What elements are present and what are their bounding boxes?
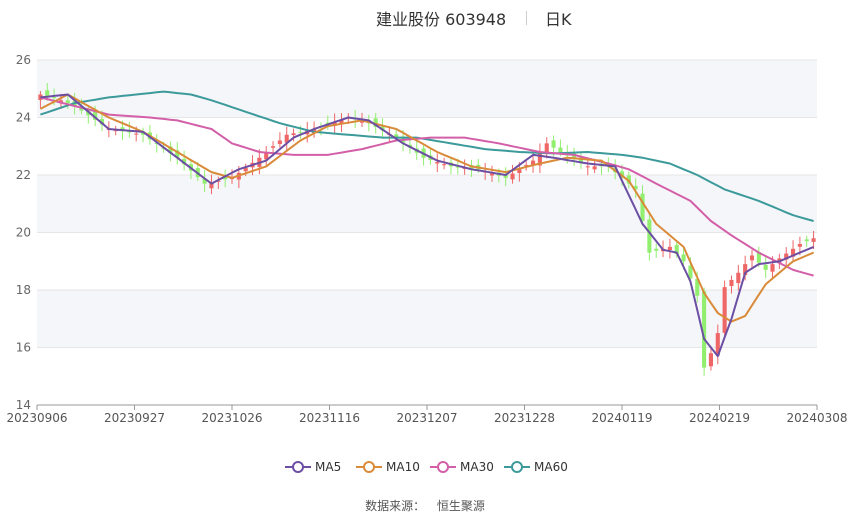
plot-band [37,175,817,233]
x-tick-label: 20231026 [201,411,262,425]
x-tick-label: 20231228 [494,411,555,425]
candle [510,164,515,184]
candle [264,146,269,166]
ma60-line [40,90,814,222]
candlestick-chart: 14 16 18 20 22 24 26 20230906 20230927 20231026 20… [6,53,847,425]
candle [715,324,720,365]
legend-ma5[interactable]: MA5 [285,458,341,476]
candle [763,256,768,279]
candle [791,240,796,261]
ma30-line [40,96,814,277]
legend-ma60[interactable]: MA60 [504,458,568,476]
candle [223,169,228,188]
candle [175,142,180,165]
legend-ma5-marker [285,461,311,473]
candle [544,137,549,159]
x-tick-label: 20231207 [396,411,457,425]
candle [216,176,221,189]
candle [339,113,344,133]
ma10-line [39,93,814,323]
legend-ma60-marker [504,461,530,473]
y-tick-label: 16 [16,341,31,355]
legend-ma10-label: MA10 [386,460,420,474]
x-tick-label: 20240308 [786,411,847,425]
candle [708,346,713,371]
legend-ma30-marker [430,461,456,473]
chart-title: 建业股份 603948 [376,10,507,29]
candle [572,147,577,166]
y-tick-label: 22 [16,168,31,182]
candle [284,126,289,152]
candle [58,93,63,110]
data-source: 数据来源： 恒生聚源 [0,497,850,514]
candle [585,157,590,176]
legend-ma10[interactable]: MA10 [356,458,420,476]
candle [811,230,816,250]
legend-ma30[interactable]: MA30 [430,458,494,476]
y-tick-label: 14 [16,398,31,412]
x-tick-label: 20230906 [6,411,67,425]
candle [435,153,440,173]
legend: MA5 MA10 MA30 MA60 [0,458,850,476]
candle [578,151,583,170]
candle [804,235,809,247]
candle [277,132,282,148]
candle [141,127,146,143]
legend-ma30-label: MA30 [460,460,494,474]
legend-ma5-label: MA5 [315,460,342,474]
y-tick-label: 26 [16,53,31,67]
legend-ma10-marker [356,461,382,473]
candle [531,153,536,173]
candle [749,249,755,269]
candle [65,95,70,109]
ma5-line [40,93,814,358]
title-separator [526,11,527,25]
candle [182,150,187,171]
candle [332,113,337,134]
plot-band [37,290,817,348]
candle [537,143,542,174]
candle [702,287,707,376]
candle [448,157,453,175]
x-tick-label: 20240119 [591,411,652,425]
candle [736,264,741,291]
source-label: 数据来源： [365,499,426,513]
y-tick-label: 18 [16,283,31,297]
chart-header: 建业股份 603948 日K [0,6,850,30]
candle [729,275,734,294]
candle [45,82,50,101]
y-tick-label: 24 [16,111,31,125]
x-tick-label: 20240219 [689,411,750,425]
axes: 14 16 18 20 22 24 26 20230906 20230927 20231026 20… [6,53,847,425]
candle [647,213,652,261]
y-tick-label: 20 [16,226,31,240]
candle [291,128,296,142]
candle [633,178,638,198]
candle [640,185,645,226]
plot-bands [37,60,817,348]
x-tick-label: 20231116 [299,411,360,425]
source-value: 恒生聚源 [436,499,485,513]
candle [442,157,447,170]
candle [202,170,207,193]
candle [654,243,659,258]
tab-daily-k[interactable]: 日K [545,10,572,29]
x-tick-label: 20230927 [104,411,165,425]
candle [489,165,495,182]
candle [667,238,672,259]
candle [722,280,727,339]
plot-band [37,60,817,118]
grid-lines [37,59,817,406]
ma-lines [39,90,814,358]
legend-ma60-label: MA60 [534,460,568,474]
